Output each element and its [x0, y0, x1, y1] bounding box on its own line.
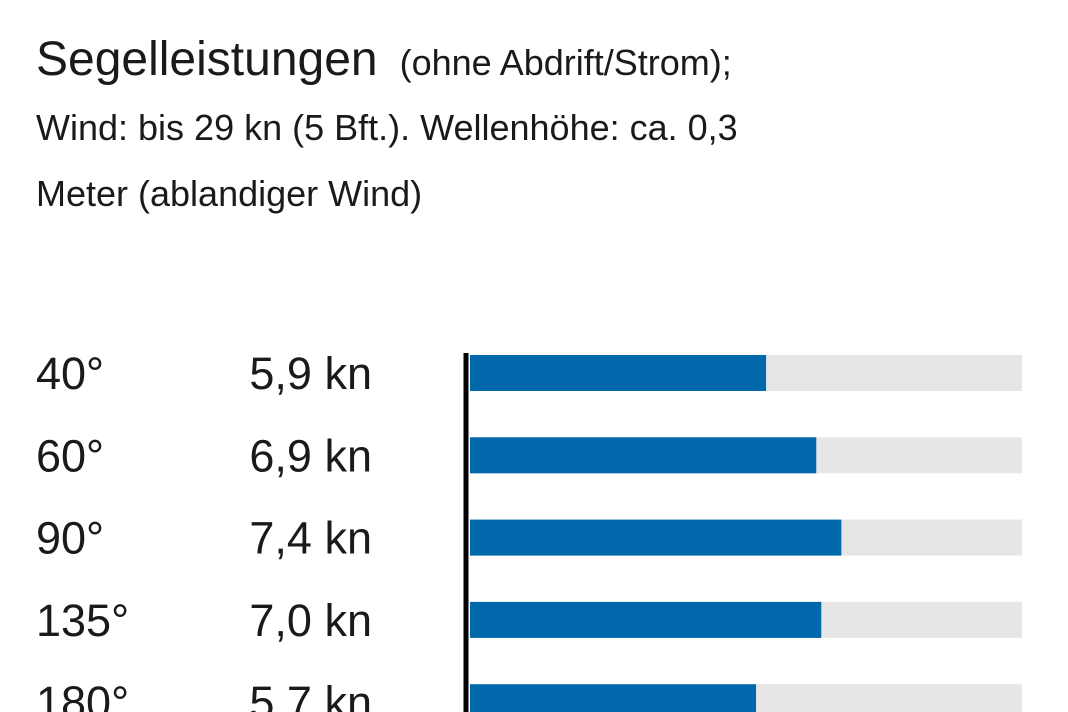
- chart-subtitle: (ohne Abdrift/Strom);: [400, 42, 732, 83]
- value-label: 7,0 kn: [249, 595, 372, 646]
- value-label: 7,4 kn: [249, 513, 372, 564]
- chart-subtitle: Meter (ablandiger Wind): [36, 173, 422, 214]
- bar: [470, 601, 822, 638]
- category-label: 60°: [36, 430, 104, 481]
- chart-subtitle: Wind: bis 29 kn (5 Bft.). Wellenhöhe: ca…: [36, 107, 738, 148]
- value-label: 5,9 kn: [249, 348, 372, 399]
- bar: [470, 437, 817, 474]
- bar: [470, 355, 767, 391]
- value-label: 6,9 kn: [249, 430, 372, 481]
- bar: [470, 684, 757, 712]
- value-label: 5,7 kn: [249, 677, 372, 712]
- category-label: 180°: [36, 677, 129, 712]
- bar: [470, 519, 842, 556]
- category-label: 90°: [36, 513, 104, 564]
- category-label: 40°: [36, 348, 104, 399]
- chart-title: Segelleistungen: [36, 33, 378, 86]
- category-label: 135°: [36, 595, 129, 646]
